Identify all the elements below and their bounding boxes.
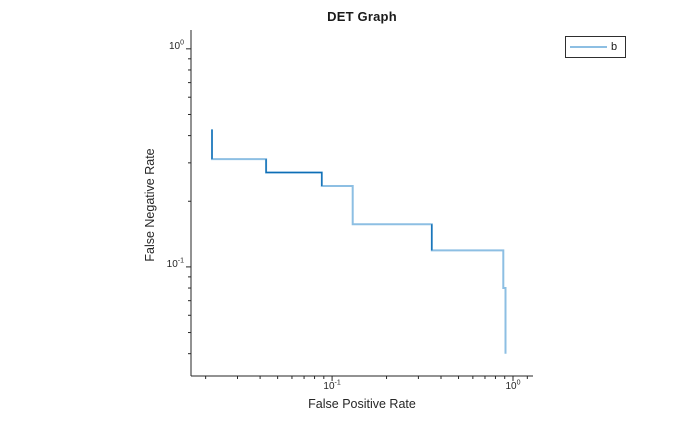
y-tick-label: 100 [168,39,184,52]
legend-line-sample [570,46,607,48]
det-curve [211,129,507,354]
x-tick-label: 10-1 [323,379,341,392]
chart-title: DET Graph [327,9,397,24]
y-tick-label: 10-1 [166,257,184,270]
x-tick-label: 100 [505,379,521,392]
x-axis-label: False Positive Rate [308,397,416,411]
det-curve-dark-segment [265,159,323,186]
legend-label: b [611,40,618,53]
legend[interactable]: b [565,36,626,58]
y-axis-label: False Negative Rate [143,148,157,262]
